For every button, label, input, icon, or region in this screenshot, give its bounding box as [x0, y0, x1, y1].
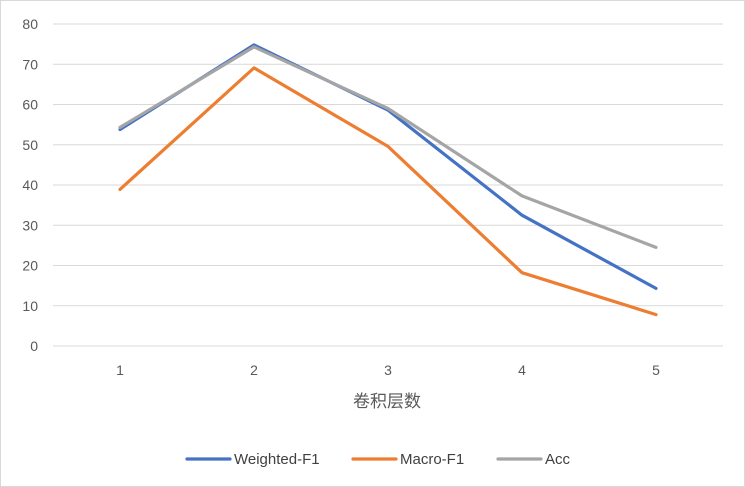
- series-line-acc: [118, 45, 658, 249]
- y-tick-label: 40: [22, 177, 38, 193]
- x-axis-title: 卷积层数: [353, 392, 421, 412]
- legend: Weighted-F1 Macro-F1 Acc: [185, 451, 571, 468]
- y-tick-label: 20: [22, 258, 38, 274]
- series-lines: [118, 43, 658, 317]
- y-tick-label: 50: [22, 137, 38, 153]
- legend-label: Macro-F1: [400, 451, 464, 468]
- gridlines: [53, 23, 723, 347]
- x-axis-ticks: 1 2 3 4 5: [116, 362, 660, 378]
- series-line-weighted-f1: [118, 43, 658, 290]
- y-tick-label: 30: [22, 217, 38, 233]
- x-tick-label: 2: [250, 362, 258, 378]
- y-tick-label: 80: [22, 16, 38, 32]
- y-tick-label: 60: [22, 97, 38, 113]
- y-tick-label: 70: [22, 56, 38, 72]
- x-tick-label: 4: [518, 362, 526, 378]
- x-tick-label: 5: [652, 362, 660, 378]
- x-tick-label: 1: [116, 362, 124, 378]
- x-tick-label: 3: [384, 362, 392, 378]
- y-tick-label: 10: [22, 298, 38, 314]
- series-line-macro-f1: [118, 66, 658, 317]
- legend-label: Weighted-F1: [234, 451, 320, 468]
- y-axis-ticks: 0 10 20 30 40 50 60 70 80: [22, 16, 38, 354]
- legend-label: Acc: [545, 451, 571, 468]
- y-tick-label: 0: [30, 338, 38, 354]
